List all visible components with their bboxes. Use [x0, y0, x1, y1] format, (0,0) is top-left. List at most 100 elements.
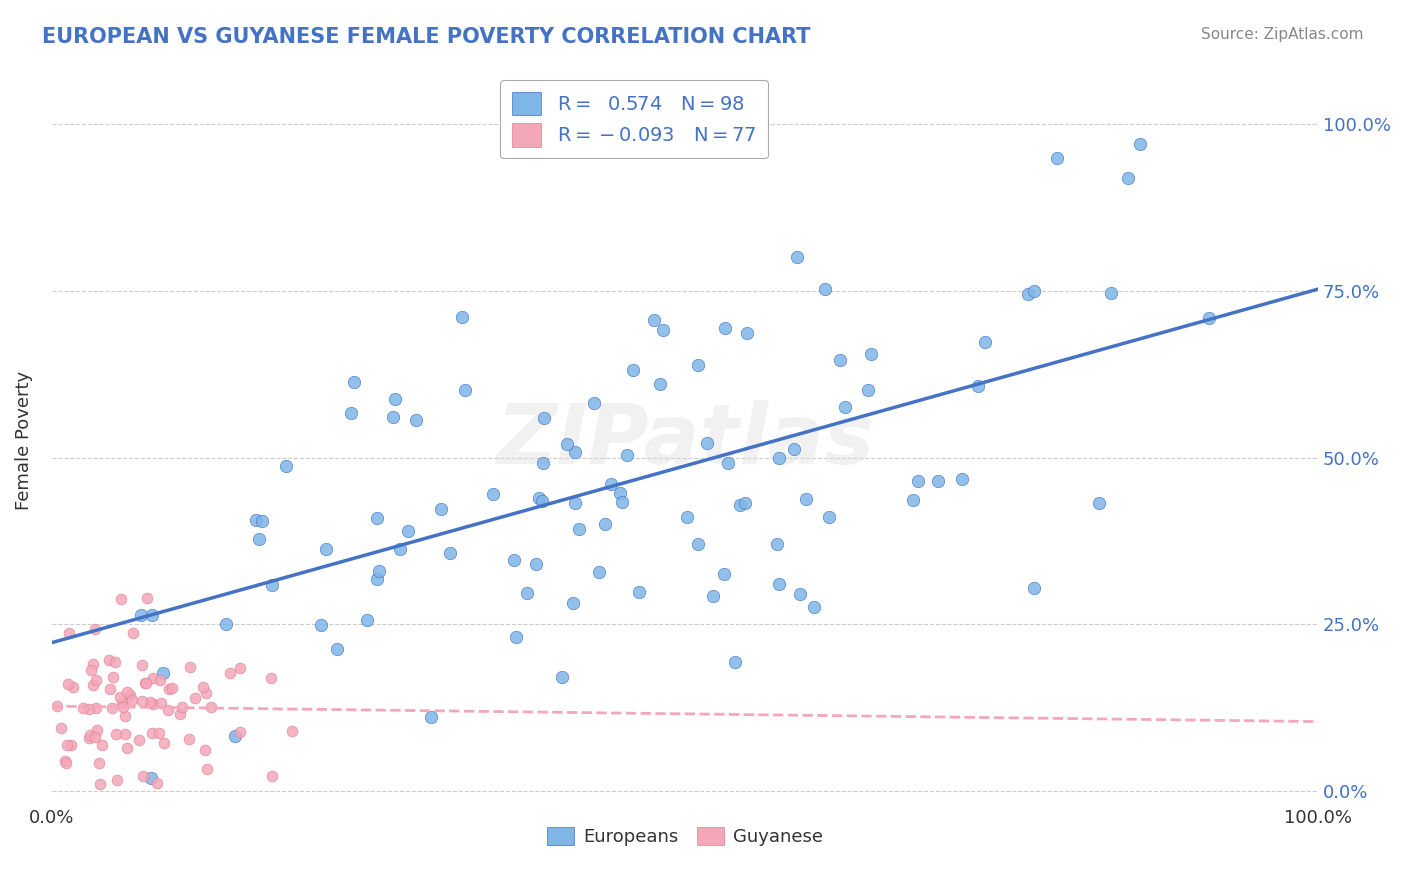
Point	[818, 510, 841, 524]
Point	[564, 445, 586, 459]
Point	[114, 727, 136, 741]
Point	[111, 696, 134, 710]
Point	[616, 448, 638, 462]
Point	[595, 516, 617, 531]
Point	[366, 511, 388, 525]
Point	[789, 587, 811, 601]
Point	[768, 451, 790, 466]
Point	[183, 691, 205, 706]
Point	[179, 731, 201, 746]
Point	[260, 769, 283, 783]
Point	[114, 708, 136, 723]
Point	[229, 661, 252, 675]
Point	[505, 630, 527, 644]
Point	[83, 730, 105, 744]
Point	[420, 710, 443, 724]
Point	[621, 363, 644, 377]
Point	[583, 396, 606, 410]
Point	[648, 376, 671, 391]
Point	[98, 682, 121, 697]
Point	[737, 326, 759, 341]
Point	[138, 696, 160, 710]
Point	[55, 756, 77, 771]
Point	[564, 496, 586, 510]
Point	[120, 688, 142, 702]
Point	[148, 673, 170, 688]
Point	[439, 546, 461, 560]
Point	[142, 672, 165, 686]
Point	[83, 622, 105, 636]
Point	[555, 437, 578, 451]
Point	[86, 723, 108, 737]
Point	[782, 442, 804, 456]
Point	[768, 577, 790, 591]
Point	[688, 358, 710, 372]
Point	[814, 281, 837, 295]
Point	[530, 494, 553, 508]
Point	[195, 762, 218, 776]
Point	[343, 376, 366, 390]
Point	[396, 524, 419, 538]
Point	[368, 564, 391, 578]
Point	[215, 616, 238, 631]
Point	[142, 697, 165, 711]
Text: ZIPatlas: ZIPatlas	[496, 401, 875, 482]
Point	[713, 566, 735, 581]
Point	[568, 522, 591, 536]
Point	[100, 701, 122, 715]
Point	[1046, 151, 1069, 165]
Point	[153, 736, 176, 750]
Point	[135, 676, 157, 690]
Point	[643, 313, 665, 327]
Point	[98, 653, 121, 667]
Point	[46, 698, 69, 713]
Point	[766, 536, 789, 550]
Point	[152, 666, 174, 681]
Point	[651, 323, 673, 337]
Point	[247, 532, 270, 546]
Point	[516, 585, 538, 599]
Point	[1116, 170, 1139, 185]
Legend: Europeans, Guyanese: Europeans, Guyanese	[540, 820, 830, 854]
Point	[901, 492, 924, 507]
Point	[49, 721, 72, 735]
Point	[1022, 284, 1045, 298]
Point	[524, 558, 547, 572]
Point	[104, 655, 127, 669]
Point	[117, 741, 139, 756]
Point	[713, 321, 735, 335]
Point	[609, 486, 631, 500]
Point	[79, 728, 101, 742]
Point	[141, 726, 163, 740]
Text: EUROPEAN VS GUYANESE FEMALE POVERTY CORRELATION CHART: EUROPEAN VS GUYANESE FEMALE POVERTY CORR…	[42, 27, 811, 46]
Point	[58, 625, 80, 640]
Point	[156, 703, 179, 717]
Point	[588, 565, 610, 579]
Point	[53, 754, 76, 768]
Point	[454, 383, 477, 397]
Point	[139, 771, 162, 785]
Point	[927, 474, 949, 488]
Point	[191, 680, 214, 694]
Point	[128, 732, 150, 747]
Point	[169, 706, 191, 721]
Point	[281, 724, 304, 739]
Point	[274, 458, 297, 473]
Point	[627, 584, 650, 599]
Point	[162, 681, 184, 695]
Point	[108, 690, 131, 704]
Point	[688, 537, 710, 551]
Point	[260, 578, 283, 592]
Point	[382, 410, 405, 425]
Point	[430, 502, 453, 516]
Point	[89, 777, 111, 791]
Point	[62, 680, 84, 694]
Point	[145, 775, 167, 789]
Point	[482, 487, 505, 501]
Point	[157, 682, 180, 697]
Point	[973, 334, 995, 349]
Point	[110, 591, 132, 606]
Point	[200, 699, 222, 714]
Point	[527, 491, 550, 506]
Point	[134, 676, 156, 690]
